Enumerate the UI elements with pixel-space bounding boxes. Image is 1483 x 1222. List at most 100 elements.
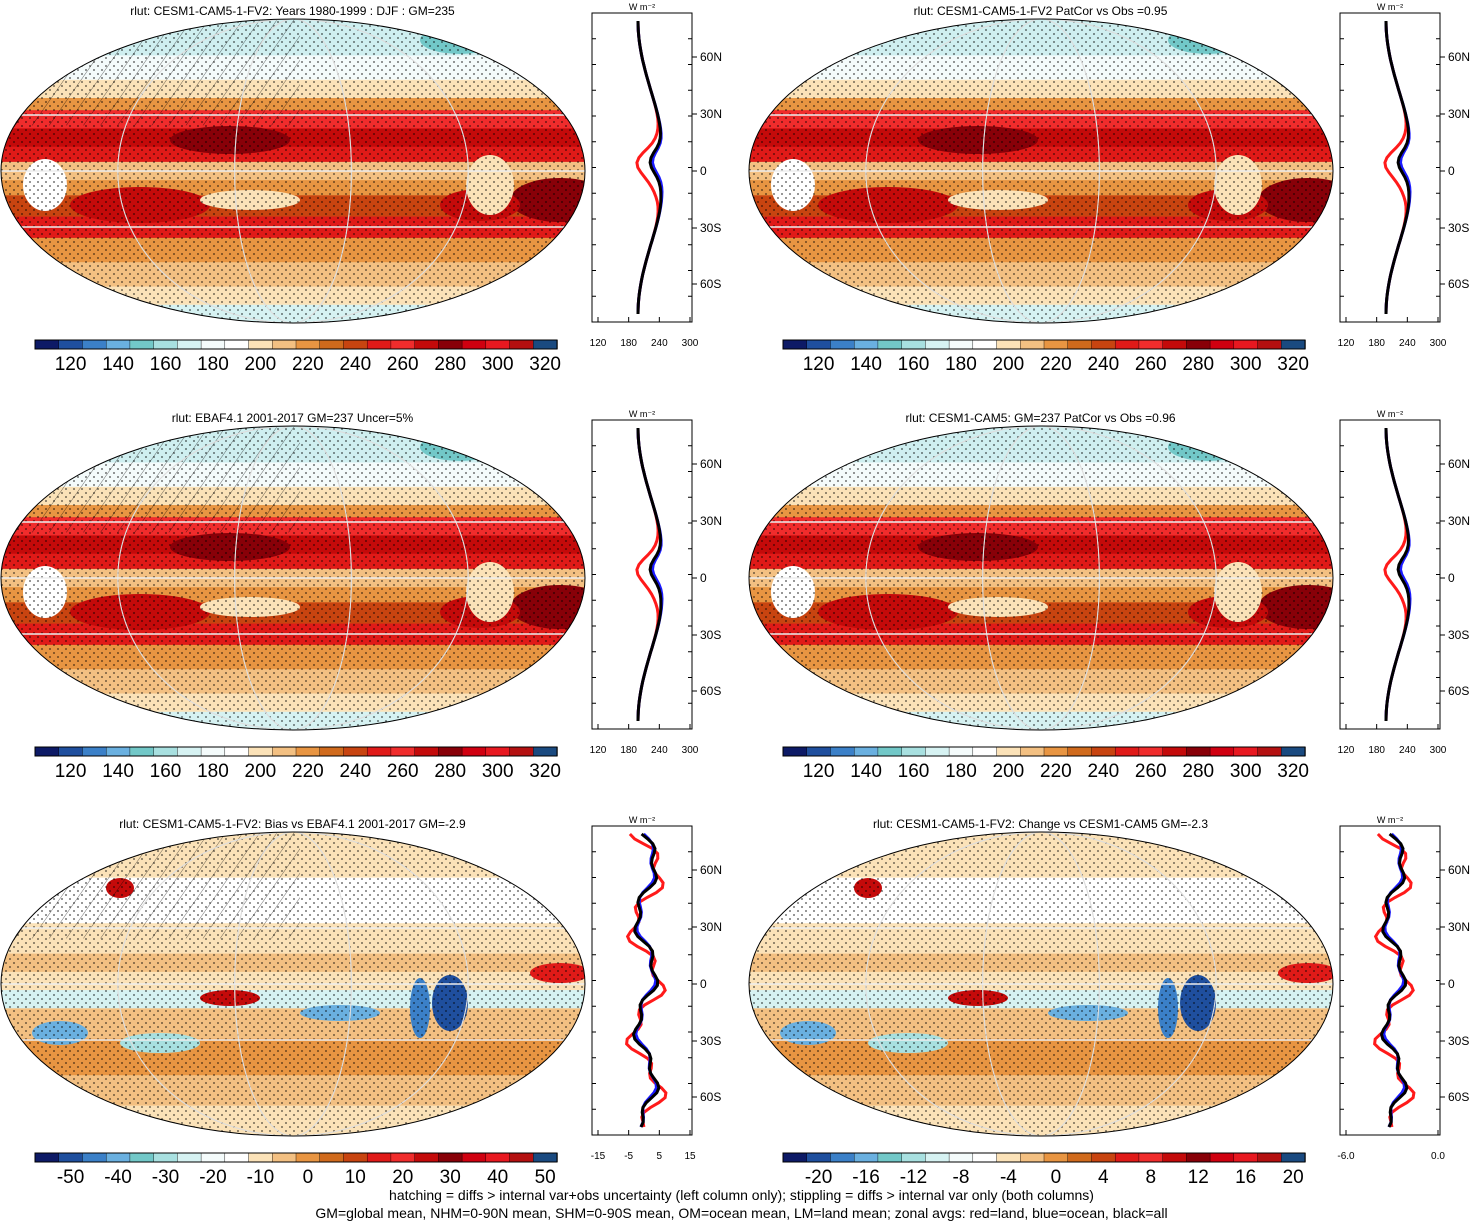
- lat-label: 60S: [700, 277, 721, 291]
- map-panel-4: rlut: CESM1-CAM5: GM=237 PatCor vs Obs =…: [748, 407, 1483, 802]
- colorbar-label: 0: [1051, 1167, 1062, 1188]
- colorbar-label: 160: [150, 354, 182, 375]
- colorbar-label: 16: [1235, 1167, 1256, 1188]
- colorbar: -50 -40 -30 -20 -10 0 10 20 30 40 50: [34, 1152, 558, 1188]
- colorbar-label: 120: [803, 761, 835, 782]
- colorbar-label: 260: [387, 354, 419, 375]
- colorbar-label: 320: [1277, 761, 1309, 782]
- colorbar-label: 240: [1087, 761, 1119, 782]
- colorbar-label: 140: [102, 354, 134, 375]
- colorbar-label: 220: [292, 761, 324, 782]
- map-field: [1, 426, 585, 730]
- map-field: [1, 832, 585, 1136]
- zonal-tick: 120: [1338, 745, 1355, 756]
- zonal-unit: W m⁻²: [1377, 409, 1403, 419]
- footer-line-2: GM=global mean, NHM=0-90N mean, SHM=0-90…: [315, 1205, 1168, 1221]
- colorbar: 120 140 160 180 200 220 240 260 280 300 320: [782, 746, 1309, 782]
- map-field: [749, 832, 1333, 1136]
- zonal-all-curve: [636, 427, 663, 722]
- colorbar-label: 300: [1230, 761, 1262, 782]
- lat-label: 30N: [700, 920, 722, 934]
- colorbar-label: 200: [993, 761, 1025, 782]
- zonal-tick: 120: [1338, 338, 1355, 349]
- lat-label: 0: [700, 977, 707, 991]
- colorbar-label: 280: [1182, 354, 1214, 375]
- colorbar-label: 180: [945, 354, 977, 375]
- zonal-tick: 300: [1430, 745, 1447, 756]
- lat-label: 60N: [1448, 457, 1470, 471]
- colorbar-label: -30: [152, 1167, 179, 1188]
- zonal-land-curve: [625, 832, 668, 1128]
- zonal-tick: 240: [1399, 338, 1416, 349]
- lat-label: 60S: [1448, 277, 1469, 291]
- lat-label: 60N: [700, 457, 722, 471]
- colorbar-label: 220: [1040, 761, 1072, 782]
- colorbar-label: 10: [345, 1167, 366, 1188]
- colorbar-label: -40: [104, 1167, 131, 1188]
- zonal-all-curve: [636, 20, 663, 315]
- colorbar-label: 220: [292, 354, 324, 375]
- colorbar-label: 120: [803, 354, 835, 375]
- lat-label: 30N: [1448, 107, 1470, 121]
- zonal-land-curve: [1373, 832, 1416, 1128]
- colorbar-label: 30: [440, 1167, 461, 1188]
- zonal-unit: W m⁻²: [629, 815, 655, 825]
- colorbar-label: 220: [1040, 354, 1072, 375]
- map-field: [749, 426, 1333, 730]
- zonal-tick: 180: [620, 338, 637, 349]
- zonal-mean-plot: 60N 30N 0 30S 60S W m⁻² 120 180 240 300: [1338, 409, 1470, 756]
- colorbar-label: 12: [1188, 1167, 1209, 1188]
- zonal-mean-plot: 60N 30N 0 30S 60S W m⁻² -6.0 0.0: [1337, 815, 1470, 1162]
- colorbar-label: 200: [993, 354, 1025, 375]
- zonal-all-curve: [1384, 427, 1411, 722]
- colorbar: 120 140 160 180 200 220 240 260 280 300 320: [34, 746, 561, 782]
- colorbar-label: 20: [1283, 1167, 1304, 1188]
- colorbar-label: 4: [1098, 1167, 1109, 1188]
- lat-label: 0: [1448, 571, 1455, 585]
- zonal-unit: W m⁻²: [1377, 815, 1403, 825]
- colorbar-label: 280: [434, 761, 466, 782]
- lat-label: 0: [700, 571, 707, 585]
- colorbar-label: 320: [529, 761, 561, 782]
- colorbar-label: 160: [898, 761, 930, 782]
- footer-line-1: hatching = diffs > internal var+obs unce…: [389, 1187, 1094, 1203]
- zonal-all-curve: [631, 832, 661, 1128]
- colorbar-label: 160: [898, 354, 930, 375]
- map-panel-5: rlut: CESM1-CAM5-1-FV2: Bias vs EBAF4.1 …: [0, 813, 735, 1208]
- zonal-unit: W m⁻²: [629, 409, 655, 419]
- map-panel-2: rlut: CESM1-CAM5-1-FV2 PatCor vs Obs =0.…: [748, 0, 1483, 395]
- lat-label: 60S: [700, 1090, 721, 1104]
- map-field: [1, 19, 585, 323]
- zonal-tick: 180: [620, 745, 637, 756]
- zonal-all-curve: [1384, 20, 1411, 315]
- lat-label: 60N: [1448, 863, 1470, 877]
- lat-label: 60S: [700, 684, 721, 698]
- colorbar-label: 300: [1230, 354, 1262, 375]
- colorbar-label: -50: [57, 1167, 84, 1188]
- colorbar-label: 200: [245, 761, 277, 782]
- map-panel-1: rlut: CESM1-CAM5-1-FV2: Years 1980-1999 …: [0, 0, 735, 395]
- lat-label: 60S: [1448, 684, 1469, 698]
- colorbar-label: -8: [953, 1167, 970, 1188]
- colorbar: -20 -16 -12 -8 -4 0 4 8 12 16 20: [782, 1152, 1306, 1188]
- zonal-tick: 300: [1430, 338, 1447, 349]
- colorbar: 120 140 160 180 200 220 240 260 280 300 320: [34, 339, 561, 375]
- lat-label: 60N: [1448, 50, 1470, 64]
- colorbar-label: 120: [55, 354, 87, 375]
- lat-label: 30S: [700, 1034, 721, 1048]
- colorbar-label: 320: [1277, 354, 1309, 375]
- colorbar-label: 200: [245, 354, 277, 375]
- lat-label: 0: [1448, 164, 1455, 178]
- panel-title: rlut: CESM1-CAM5: GM=237 PatCor vs Obs =…: [905, 411, 1176, 425]
- colorbar-label: 120: [55, 761, 87, 782]
- colorbar-label: 260: [1135, 761, 1167, 782]
- zonal-tick: 120: [590, 338, 607, 349]
- colorbar-label: -20: [805, 1167, 832, 1188]
- colorbar-label: -4: [1000, 1167, 1017, 1188]
- panel-title: rlut: EBAF4.1 2001-2017 GM=237 Uncer=5%: [171, 411, 414, 425]
- zonal-unit: W m⁻²: [629, 2, 655, 12]
- colorbar-label: 300: [482, 354, 514, 375]
- colorbar-label: -20: [199, 1167, 226, 1188]
- colorbar-label: 180: [945, 761, 977, 782]
- lat-label: 30N: [700, 514, 722, 528]
